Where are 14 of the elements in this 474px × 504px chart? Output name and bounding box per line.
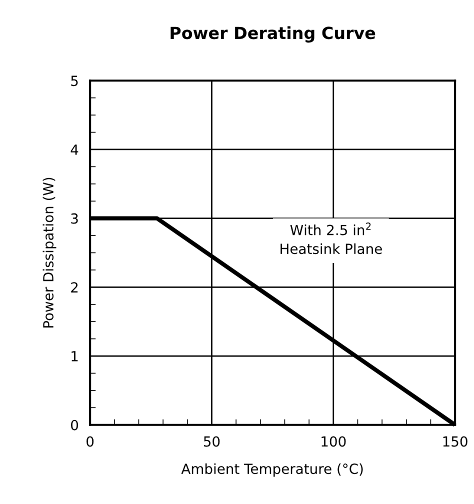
y-tick-label: 4: [70, 144, 78, 155]
y-tick-label: 0: [71, 420, 78, 430]
chart-title: Power Derating Curve: [170, 26, 376, 43]
y-tick-label: 2: [71, 282, 78, 292]
x-tick-label: 100: [322, 436, 346, 447]
y-axis-title: Power Dissipation (W): [42, 178, 56, 328]
y-tick-label: 3: [71, 213, 78, 224]
x-tick-label: 0: [86, 436, 94, 447]
x-tick-label: 50: [204, 436, 220, 447]
x-axis-title: Ambient Temperature (°C): [181, 463, 363, 477]
y-tick-label: 5: [71, 76, 78, 86]
text: With 2.5 in$^{2}$ Heatsink Plane: [280, 222, 382, 254]
x-tick-label: 150: [443, 436, 468, 447]
y-tick-label: 1: [72, 351, 78, 362]
